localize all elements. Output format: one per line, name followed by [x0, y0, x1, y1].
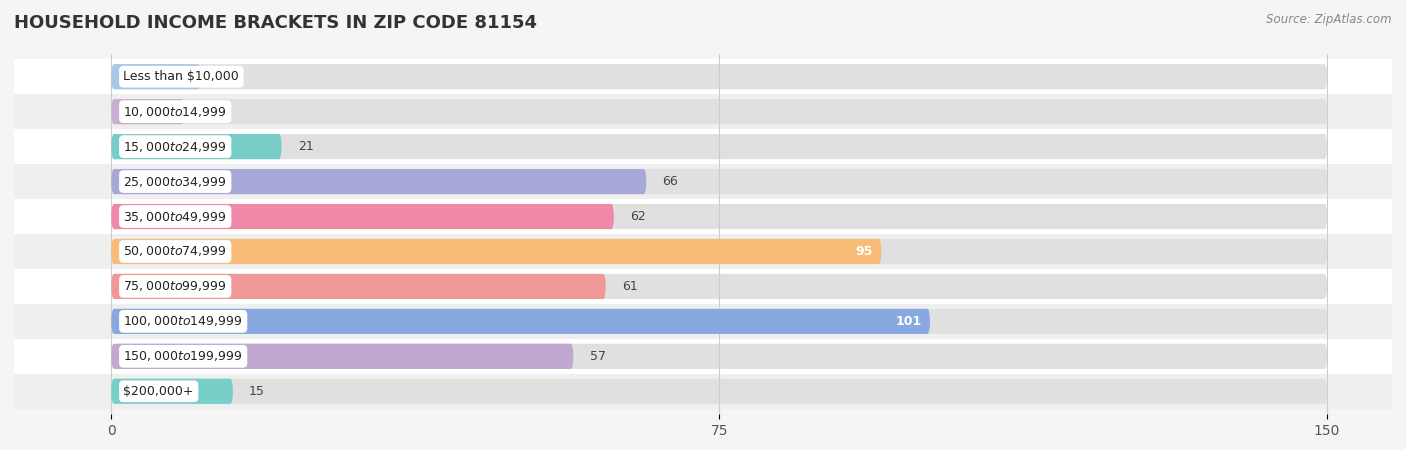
FancyBboxPatch shape — [111, 379, 1327, 404]
Text: $200,000+: $200,000+ — [124, 385, 194, 398]
Text: 11: 11 — [217, 70, 232, 83]
FancyBboxPatch shape — [111, 99, 1327, 124]
FancyBboxPatch shape — [111, 99, 184, 124]
FancyBboxPatch shape — [111, 274, 606, 299]
Text: 62: 62 — [630, 210, 645, 223]
FancyBboxPatch shape — [111, 169, 1327, 194]
Text: $100,000 to $149,999: $100,000 to $149,999 — [124, 315, 243, 328]
Bar — [14, 374, 1392, 409]
Bar — [14, 164, 1392, 199]
Text: $150,000 to $199,999: $150,000 to $199,999 — [124, 349, 243, 363]
FancyBboxPatch shape — [111, 344, 574, 369]
FancyBboxPatch shape — [111, 239, 1327, 264]
FancyBboxPatch shape — [111, 64, 201, 89]
Bar — [14, 304, 1392, 339]
Text: 57: 57 — [589, 350, 606, 363]
Bar — [14, 199, 1392, 234]
Text: $25,000 to $34,999: $25,000 to $34,999 — [124, 175, 226, 189]
FancyBboxPatch shape — [111, 309, 1327, 334]
Text: $15,000 to $24,999: $15,000 to $24,999 — [124, 140, 226, 153]
Text: Less than $10,000: Less than $10,000 — [124, 70, 239, 83]
Text: Source: ZipAtlas.com: Source: ZipAtlas.com — [1267, 14, 1392, 27]
Bar — [14, 234, 1392, 269]
FancyBboxPatch shape — [111, 274, 1327, 299]
Text: $10,000 to $14,999: $10,000 to $14,999 — [124, 105, 226, 119]
Text: 95: 95 — [856, 245, 873, 258]
FancyBboxPatch shape — [111, 204, 1327, 229]
Bar — [14, 269, 1392, 304]
Text: $75,000 to $99,999: $75,000 to $99,999 — [124, 279, 226, 293]
FancyBboxPatch shape — [111, 344, 1327, 369]
Text: 66: 66 — [662, 175, 678, 188]
Bar — [14, 94, 1392, 129]
FancyBboxPatch shape — [111, 204, 614, 229]
Text: $35,000 to $49,999: $35,000 to $49,999 — [124, 210, 226, 224]
FancyBboxPatch shape — [111, 379, 233, 404]
FancyBboxPatch shape — [111, 134, 281, 159]
Bar — [14, 339, 1392, 374]
Text: HOUSEHOLD INCOME BRACKETS IN ZIP CODE 81154: HOUSEHOLD INCOME BRACKETS IN ZIP CODE 81… — [14, 14, 537, 32]
Text: 101: 101 — [896, 315, 922, 328]
FancyBboxPatch shape — [111, 239, 882, 264]
Text: 9: 9 — [201, 105, 208, 118]
FancyBboxPatch shape — [111, 64, 1327, 89]
Text: 61: 61 — [621, 280, 638, 293]
Bar — [14, 59, 1392, 94]
FancyBboxPatch shape — [111, 309, 929, 334]
FancyBboxPatch shape — [111, 134, 1327, 159]
Text: 15: 15 — [249, 385, 264, 398]
FancyBboxPatch shape — [111, 169, 647, 194]
Text: 21: 21 — [298, 140, 314, 153]
Bar — [14, 129, 1392, 164]
Text: $50,000 to $74,999: $50,000 to $74,999 — [124, 244, 226, 258]
